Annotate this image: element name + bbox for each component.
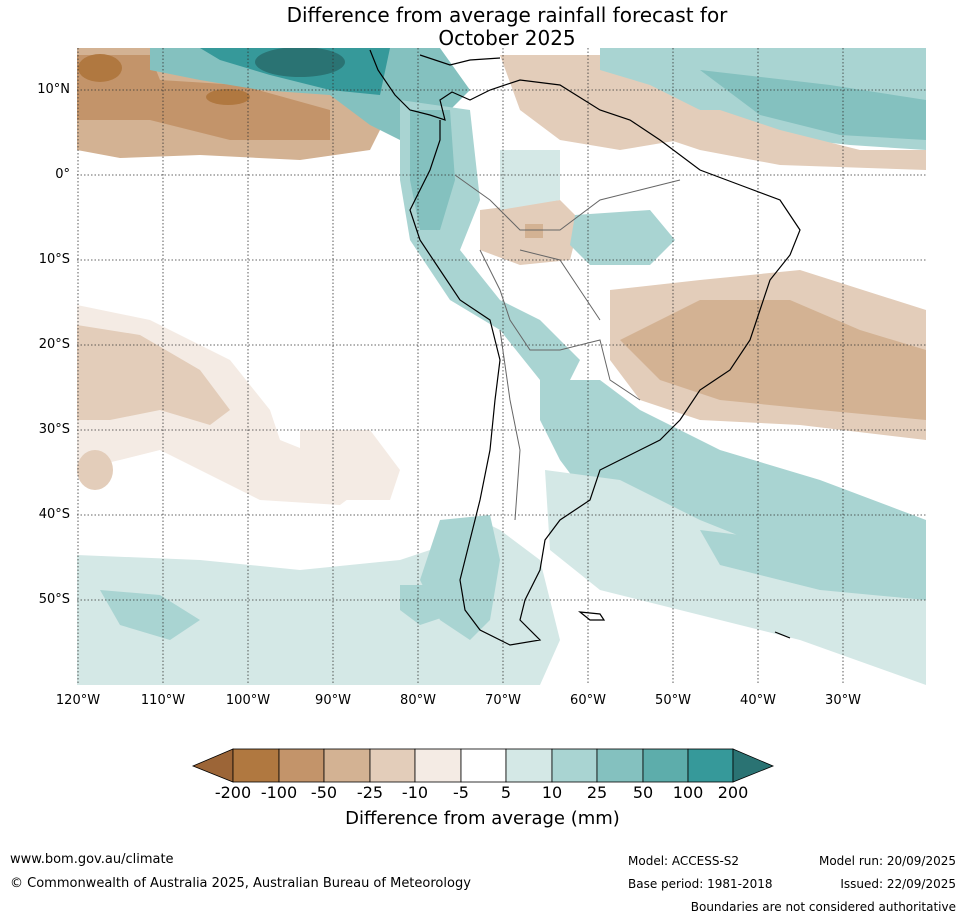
anomaly-region-dry-south-pacific-minor bbox=[300, 430, 400, 500]
legend-tick-label: -5 bbox=[453, 783, 469, 802]
legend-tick-label: -200 bbox=[214, 783, 252, 802]
coastline-south-georgia bbox=[774, 631, 791, 639]
anomaly-region-wet-southern-ocean-patch-west bbox=[100, 590, 200, 640]
legend-swatch bbox=[323, 748, 371, 783]
lon-label: 110°W bbox=[140, 693, 186, 708]
anomaly-region-dry-southwest-pacific bbox=[77, 450, 113, 490]
footer-website: www.bom.gov.au/climate bbox=[10, 852, 174, 867]
border-amazon bbox=[519, 249, 601, 321]
anomaly-region-wet-south-atlantic-margin bbox=[545, 470, 926, 685]
footer-copyright: © Commonwealth of Australia 2025, Austra… bbox=[10, 876, 471, 891]
legend-swatch bbox=[232, 748, 280, 783]
lon-label: 90°W bbox=[315, 693, 351, 708]
anomaly-region-dry-brazil-core bbox=[620, 300, 926, 420]
anomaly-region-dry-atlantic-equator bbox=[640, 110, 926, 170]
legend-title: Difference from average (mm) bbox=[345, 808, 620, 829]
border-north bbox=[454, 174, 681, 231]
lon-label: 40°W bbox=[740, 693, 776, 708]
footer-disclaimer: Boundaries are not considered authoritat… bbox=[690, 900, 956, 914]
legend-tick-label: -25 bbox=[356, 783, 384, 802]
coastline-falkland-islands bbox=[578, 611, 606, 621]
legend-swatch bbox=[505, 748, 553, 783]
legend-swatch bbox=[414, 748, 462, 783]
anomaly-region-wet-colombia bbox=[410, 110, 455, 230]
chart-title: Difference from average rainfall forecas… bbox=[0, 4, 965, 50]
legend-tick-label: 200 bbox=[717, 783, 749, 802]
anomaly-region-dry-north-pacific-core bbox=[77, 55, 330, 140]
lon-label: 70°W bbox=[485, 693, 521, 708]
footer-model-run: Model run: 20/09/2025 bbox=[818, 854, 956, 868]
legend-swatch-above-max bbox=[732, 748, 775, 783]
legend-swatch bbox=[369, 748, 416, 783]
lat-label: 50°S bbox=[38, 592, 70, 607]
legend-swatch-below-min bbox=[191, 748, 234, 783]
anomaly-region-wet-central-america bbox=[150, 48, 470, 140]
border-west bbox=[479, 249, 641, 401]
footer-base-period: Base period: 1981-2018 bbox=[628, 877, 773, 891]
anomaly-region-wet-north-atlantic-core bbox=[700, 70, 926, 140]
lat-label: 20°S bbox=[38, 337, 70, 352]
anomaly-region-dry-amazon-core bbox=[525, 224, 543, 238]
border-south bbox=[499, 329, 521, 521]
footer-issued: Issued: 22/09/2025 bbox=[840, 877, 956, 891]
anomaly-region-wet-amazon bbox=[570, 210, 675, 265]
lon-label: 80°W bbox=[400, 693, 436, 708]
legend-tick-label: 25 bbox=[586, 783, 608, 802]
lon-label: 50°W bbox=[655, 693, 691, 708]
legend-swatch bbox=[278, 748, 325, 783]
country-borders bbox=[454, 174, 681, 521]
legend-swatch bbox=[642, 748, 689, 783]
anomaly-region-dry-north-center bbox=[206, 89, 250, 105]
legend-tick-label: 50 bbox=[632, 783, 654, 802]
lat-label: 10°N bbox=[37, 82, 70, 97]
legend-tick-label: -100 bbox=[260, 783, 298, 802]
lon-label: 60°W bbox=[570, 693, 606, 708]
legend-tick-label: -10 bbox=[401, 783, 429, 802]
anomaly-region-wet-south-atlantic-interior bbox=[700, 530, 926, 600]
legend-tick-label: 5 bbox=[500, 783, 512, 802]
lat-label: 0° bbox=[55, 167, 70, 182]
lon-label: 30°W bbox=[825, 693, 861, 708]
lat-label: 40°S bbox=[38, 507, 70, 522]
coastline-central-america bbox=[369, 49, 801, 646]
coastline-caribbean bbox=[419, 54, 501, 66]
legend-tick-label: 10 bbox=[541, 783, 563, 802]
legend-swatch bbox=[687, 748, 734, 783]
graticule bbox=[77, 48, 926, 685]
anomaly-region-wet-southern-ocean-patch-drake bbox=[400, 585, 450, 625]
legend-tick-label: 100 bbox=[672, 783, 704, 802]
anomaly-region-dry-northwest-corner bbox=[78, 54, 122, 82]
legend-tick-label: -50 bbox=[310, 783, 338, 802]
footer-model: Model: ACCESS-S2 bbox=[628, 854, 740, 868]
lon-label: 100°W bbox=[225, 693, 271, 708]
lon-label: 120°W bbox=[55, 693, 101, 708]
lat-label: 10°S bbox=[38, 252, 70, 267]
legend-swatch bbox=[551, 748, 598, 783]
title-line-1: Difference from average rainfall forecas… bbox=[286, 3, 728, 27]
coastlines bbox=[369, 49, 801, 646]
lat-label: 30°S bbox=[38, 422, 70, 437]
anomaly-region-wet-maximum bbox=[255, 48, 345, 77]
legend-swatch bbox=[460, 748, 507, 783]
anomaly-region-dry-south-pacific-core bbox=[77, 325, 230, 425]
title-line-2: October 2025 bbox=[438, 26, 576, 50]
anomaly-region-wet-venezuela bbox=[500, 150, 560, 210]
legend-swatch bbox=[596, 748, 644, 783]
